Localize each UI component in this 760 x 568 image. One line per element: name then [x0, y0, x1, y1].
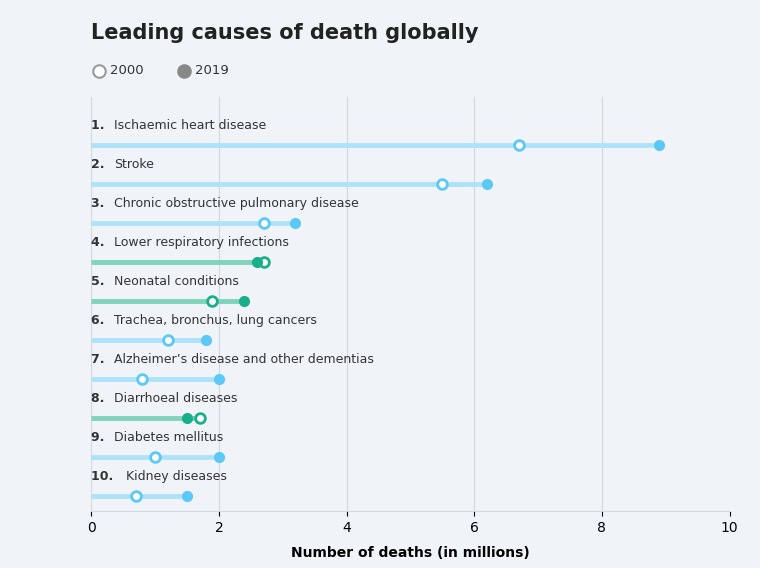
Text: 3.: 3.	[91, 197, 109, 210]
Text: Trachea, bronchus, lung cancers: Trachea, bronchus, lung cancers	[114, 314, 317, 327]
Text: Kidney diseases: Kidney diseases	[125, 470, 226, 483]
Text: Ischaemic heart disease: Ischaemic heart disease	[114, 119, 267, 132]
Text: 8.: 8.	[91, 392, 109, 405]
Text: Alzheimer’s disease and other dementias: Alzheimer’s disease and other dementias	[114, 353, 374, 366]
Text: Neonatal conditions: Neonatal conditions	[114, 275, 239, 288]
Text: Stroke: Stroke	[114, 158, 154, 171]
Text: 6.: 6.	[91, 314, 109, 327]
Text: Diabetes mellitus: Diabetes mellitus	[114, 431, 223, 444]
X-axis label: Number of deaths (in millions): Number of deaths (in millions)	[291, 546, 530, 560]
Text: 1.: 1.	[91, 119, 109, 132]
Text: Leading causes of death globally: Leading causes of death globally	[91, 23, 479, 43]
Text: 5.: 5.	[91, 275, 109, 288]
Text: 2000: 2000	[110, 65, 144, 77]
Text: Chronic obstructive pulmonary disease: Chronic obstructive pulmonary disease	[114, 197, 359, 210]
Text: 4.: 4.	[91, 236, 109, 249]
Text: 9.: 9.	[91, 431, 109, 444]
Text: Diarrhoeal diseases: Diarrhoeal diseases	[114, 392, 238, 405]
Text: 2019: 2019	[195, 65, 229, 77]
Text: Lower respiratory infections: Lower respiratory infections	[114, 236, 289, 249]
Text: 10.: 10.	[91, 470, 118, 483]
Text: 2.: 2.	[91, 158, 109, 171]
Text: 7.: 7.	[91, 353, 109, 366]
